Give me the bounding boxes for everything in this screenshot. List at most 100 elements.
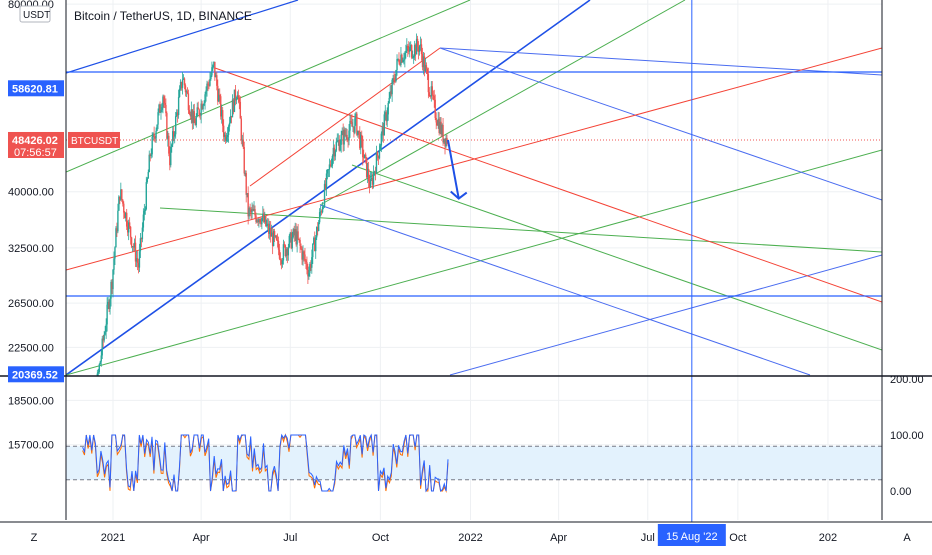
candle-body <box>304 254 306 261</box>
crosshair-date-box <box>657 524 726 546</box>
candle-body <box>446 137 448 144</box>
candle-body <box>145 182 147 210</box>
candle-body <box>366 168 369 178</box>
candle-body <box>343 129 345 145</box>
trend-line[interactable] <box>319 0 686 206</box>
candle-body <box>322 206 325 208</box>
time-tick-label: Apr <box>193 532 210 544</box>
candle-body <box>377 155 380 159</box>
trend-line[interactable] <box>319 204 811 376</box>
candle-body <box>285 249 288 256</box>
candle-body <box>246 193 248 195</box>
candle-body <box>282 244 285 261</box>
trend-line[interactable] <box>66 0 299 74</box>
candle-body <box>345 134 347 136</box>
trend-line[interactable] <box>249 47 441 187</box>
candle-body <box>281 260 284 265</box>
candle-body <box>301 248 303 260</box>
trend-line[interactable] <box>439 47 882 76</box>
candle-body <box>166 113 168 139</box>
candle-body <box>235 98 238 101</box>
candle-body <box>275 235 278 240</box>
candle-body <box>120 189 122 200</box>
candle-body <box>266 224 268 226</box>
candle-body <box>299 239 301 246</box>
candle-body <box>422 56 425 68</box>
candle-body <box>437 118 439 126</box>
candle-body <box>357 130 359 135</box>
time-tick-label: Jul <box>283 532 297 544</box>
candle-body <box>242 139 244 148</box>
candle-body <box>135 258 138 262</box>
candle-body <box>105 324 107 332</box>
trend-line[interactable] <box>66 47 882 271</box>
candle-body <box>227 126 230 135</box>
candle-body <box>327 169 330 171</box>
candle-body <box>352 126 354 128</box>
candle-body <box>271 232 274 247</box>
trend-line[interactable] <box>351 164 882 351</box>
candle-body <box>331 155 334 166</box>
candle-body <box>112 269 114 290</box>
candle-body <box>218 94 220 102</box>
projection-arrowhead <box>450 190 468 200</box>
candle-body <box>385 112 387 122</box>
candle-body <box>215 75 217 78</box>
candle-body <box>219 94 221 97</box>
candle-body <box>434 99 436 118</box>
candle-body <box>186 91 189 94</box>
trend-line[interactable] <box>66 0 591 376</box>
trend-line[interactable] <box>439 47 882 201</box>
candle-body <box>184 85 187 93</box>
candle-body <box>226 134 229 138</box>
candle-body <box>231 99 234 118</box>
candle-body <box>390 91 392 95</box>
candle-body <box>405 50 407 53</box>
candle-body <box>419 44 422 46</box>
candle-body <box>364 154 367 158</box>
candle-body <box>394 81 396 82</box>
candle-body <box>391 79 393 95</box>
candle-body <box>298 238 300 240</box>
candle-body <box>314 237 316 252</box>
candle-body <box>152 133 154 137</box>
candle-body <box>243 147 245 174</box>
trend-line[interactable] <box>449 254 882 376</box>
candle-body <box>359 131 361 149</box>
price-label: 20369.52 <box>12 369 58 381</box>
currency-badge-box[interactable] <box>19 5 51 23</box>
candle-body <box>207 83 209 85</box>
trend-line[interactable] <box>66 0 471 173</box>
candle-body <box>216 75 218 86</box>
candle-body <box>297 231 299 239</box>
candle-body <box>421 54 424 68</box>
price-tick-label: 32500.00 <box>8 243 54 255</box>
symbol-tag-box <box>68 131 120 148</box>
trend-line[interactable] <box>159 207 882 253</box>
candle-body <box>174 134 176 137</box>
candle-body <box>433 95 435 100</box>
candle-body <box>337 140 339 141</box>
stoch-band-fill <box>66 446 882 480</box>
candle-body <box>104 331 106 335</box>
candle-body <box>191 109 194 123</box>
candle-body <box>309 264 311 274</box>
candle-body <box>133 242 136 248</box>
candle-body <box>280 259 283 265</box>
candle-body <box>267 223 269 225</box>
candle-body <box>308 273 310 277</box>
time-tick-label: 2021 <box>101 532 125 544</box>
symbol-tag: BTCUSDT <box>71 136 118 147</box>
candle-body <box>195 116 197 126</box>
candle-body <box>396 59 398 70</box>
trend-line[interactable] <box>214 67 882 303</box>
projection-arrow[interactable] <box>446 139 460 199</box>
trend-line[interactable] <box>66 149 882 376</box>
candle-body <box>264 216 266 222</box>
candle-body <box>128 222 131 227</box>
candle-body <box>332 147 335 156</box>
candle-body <box>222 125 225 137</box>
price-label: 48426.02 <box>12 135 58 147</box>
